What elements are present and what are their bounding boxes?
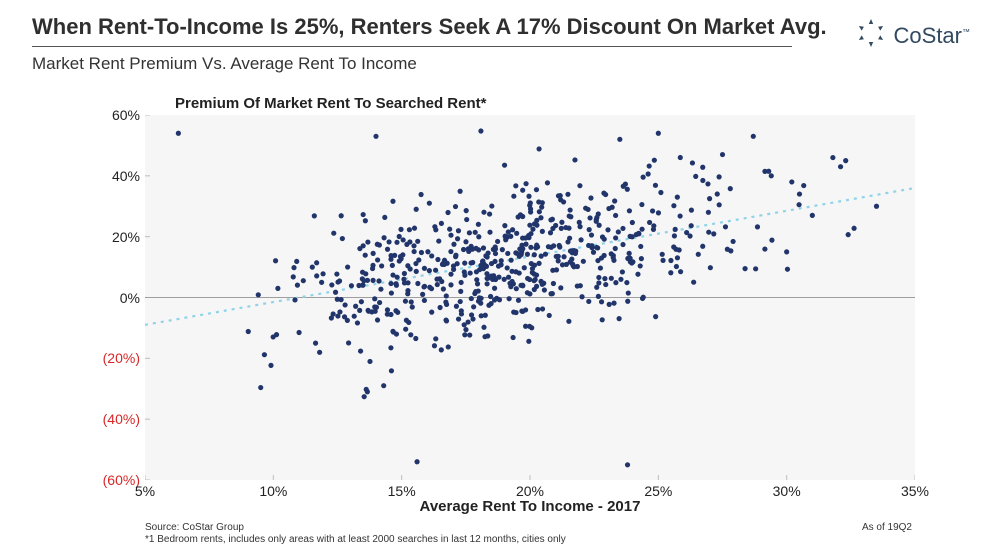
- x-tick-label: 15%: [382, 483, 422, 499]
- scatter-plot: [145, 115, 915, 480]
- y-tick-label: (20%): [95, 350, 140, 366]
- x-tick-label: 30%: [767, 483, 807, 499]
- footnote-note: *1 Bedroom rents, includes only areas wi…: [145, 534, 566, 545]
- x-tick-label: 25%: [638, 483, 678, 499]
- x-axis-label: Average Rent To Income - 2017: [145, 498, 915, 515]
- footnote-source: Source: CoStar Group: [145, 522, 244, 533]
- x-tick-label: 20%: [510, 483, 550, 499]
- page-title: When Rent-To-Income Is 25%, Renters Seek…: [32, 14, 827, 40]
- y-tick-label: 60%: [95, 107, 140, 123]
- y-tick-label: 20%: [95, 229, 140, 245]
- costar-logo-text: CoStar™: [894, 23, 970, 49]
- chart-inner-title: Premium Of Market Rent To Searched Rent*: [175, 95, 486, 112]
- x-tick-label: 35%: [895, 483, 935, 499]
- footnote-asof: As of 19Q2: [862, 522, 912, 533]
- x-tick-label: 10%: [253, 483, 293, 499]
- page-root: When Rent-To-Income Is 25%, Renters Seek…: [0, 0, 1000, 558]
- y-tick-label: 0%: [95, 290, 140, 306]
- costar-logo: CoStar™: [856, 18, 970, 53]
- y-tick-label: (40%): [95, 411, 140, 427]
- title-underline: [32, 46, 792, 47]
- x-tick-label: 5%: [125, 483, 165, 499]
- page-subtitle: Market Rent Premium Vs. Average Rent To …: [32, 54, 417, 74]
- y-tick-label: 40%: [95, 168, 140, 184]
- costar-logo-icon: [856, 18, 886, 53]
- chart-plot-area: [145, 115, 915, 480]
